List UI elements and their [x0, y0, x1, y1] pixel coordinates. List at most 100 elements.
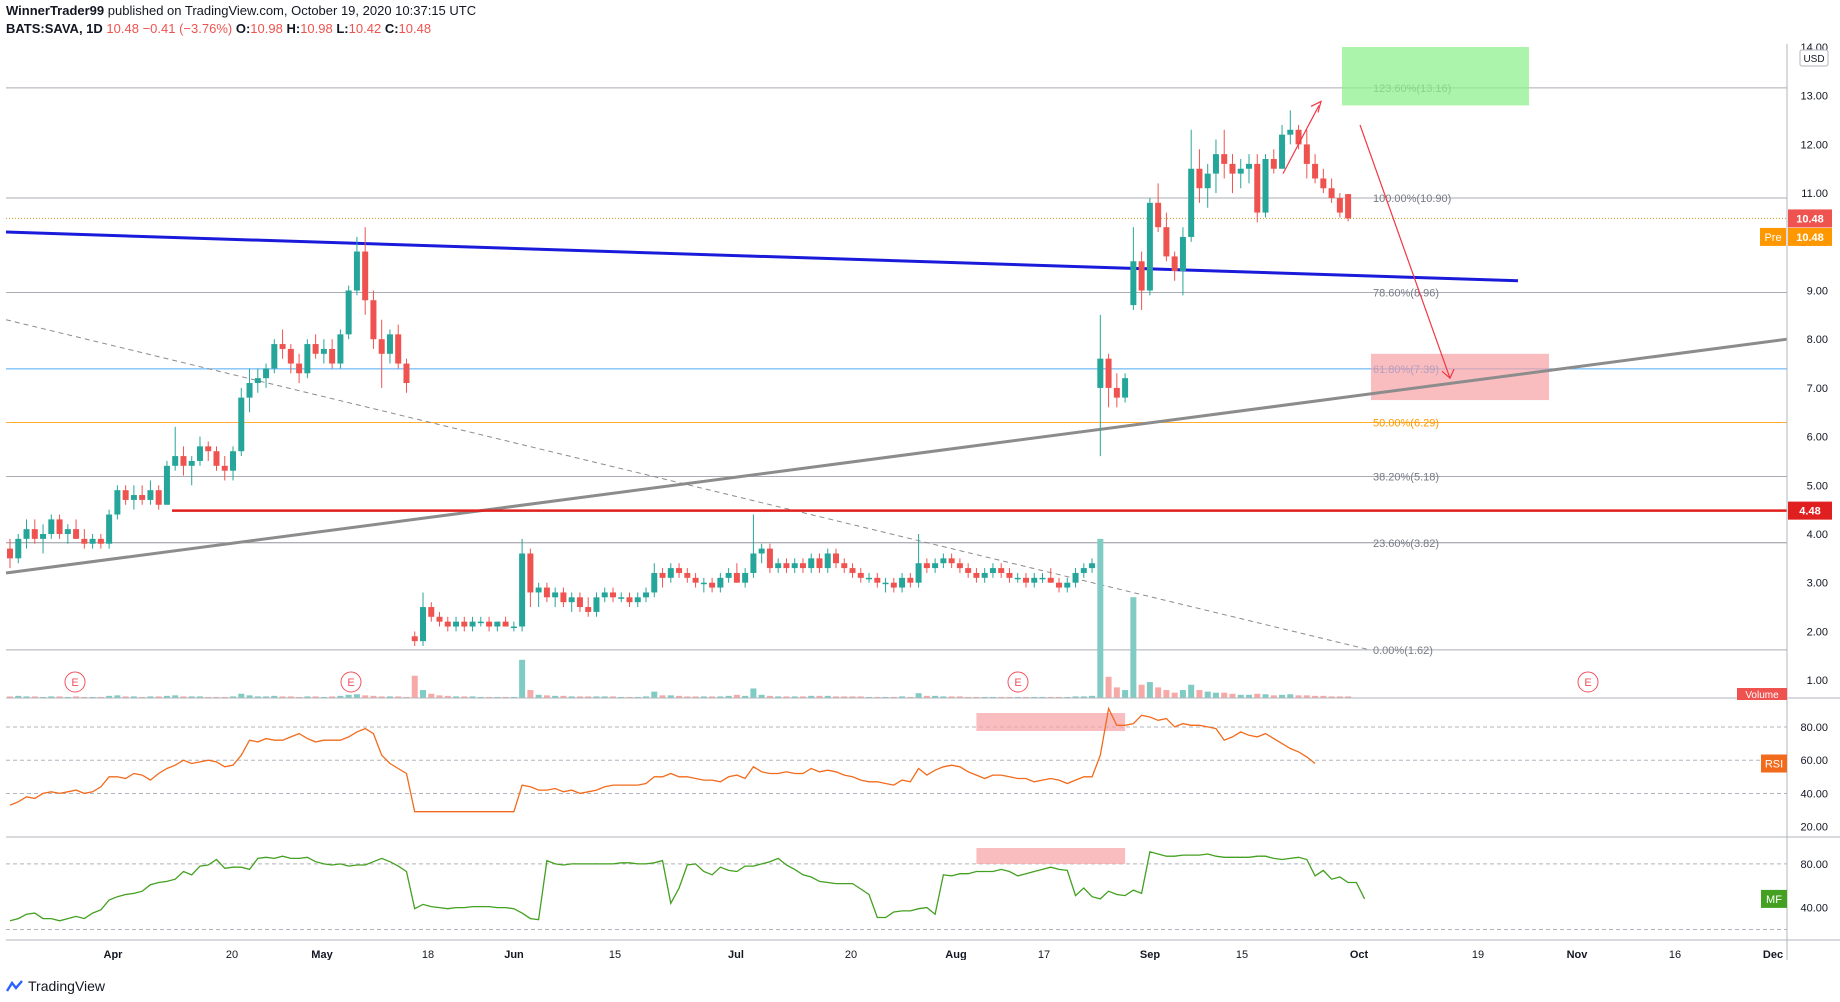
candle-body — [956, 563, 963, 569]
volume-bar — [791, 696, 798, 698]
time-tick-label: Aug — [945, 949, 966, 960]
volume-bar — [31, 696, 38, 698]
candle-body — [659, 572, 666, 578]
candle-body — [791, 563, 798, 569]
candle-body — [750, 553, 757, 573]
candle-body — [205, 446, 212, 452]
candle-body — [64, 529, 71, 534]
volume-bar — [106, 695, 113, 698]
time-tick-label: 20 — [845, 949, 857, 960]
time-tick-label: Sep — [1140, 949, 1160, 960]
volume-bar — [1303, 695, 1310, 698]
time-tick-label: 20 — [226, 949, 238, 960]
chart-background — [6, 44, 1787, 960]
time-tick-label: Jun — [504, 949, 524, 960]
candle-body — [329, 348, 336, 364]
volume-bar — [1122, 690, 1129, 698]
candle-body — [899, 577, 906, 588]
candle-body — [527, 553, 534, 593]
low-value: 10.42 — [348, 21, 382, 36]
candle-body — [593, 597, 600, 612]
volume-bar — [742, 695, 749, 698]
candle-body — [543, 587, 550, 598]
volume-bar — [122, 696, 129, 698]
fib-label: 38.20%(5.18) — [1373, 472, 1439, 484]
price-tick-label: 12.00 — [1800, 139, 1828, 151]
volume-bar — [956, 696, 963, 698]
candle-body — [676, 568, 683, 573]
price-chart[interactable]: 123.60%(13.16)100.00%(10.90)78.60%(8.96)… — [0, 0, 1840, 960]
candle-body — [973, 572, 980, 578]
candle-body — [634, 597, 641, 603]
volume-bar — [403, 696, 410, 698]
volume-bar — [1097, 538, 1104, 698]
volume-bar — [1270, 695, 1277, 698]
high-label: H: — [286, 21, 301, 36]
candle-body — [221, 465, 228, 471]
volume-tag-bg — [1737, 688, 1787, 700]
volume-bar — [907, 696, 914, 698]
volume-bar — [114, 695, 121, 698]
volume-bar — [1345, 696, 1352, 698]
volume-bar — [279, 696, 286, 698]
volume-bar — [783, 696, 790, 698]
candle-body — [370, 300, 377, 340]
candle-body — [849, 568, 856, 573]
volume-bar — [1072, 696, 1079, 698]
candle-body — [7, 548, 13, 559]
candle-body — [1163, 227, 1170, 257]
time-tick-label: 17 — [1038, 949, 1050, 960]
earnings-marker-label: E — [1584, 677, 1591, 689]
volume-bar — [543, 695, 550, 698]
open-label: O: — [235, 21, 251, 36]
volume-bar — [799, 696, 806, 698]
candle-body — [989, 568, 996, 573]
volume-bar — [890, 696, 897, 698]
price-tick-label: 5.00 — [1807, 480, 1828, 492]
tradingview-logo[interactable]: TradingView — [6, 978, 105, 994]
volume-bar — [89, 696, 96, 698]
candle-body — [799, 563, 806, 569]
volume-bar — [709, 696, 716, 698]
volume-bar — [948, 696, 955, 698]
candle-body — [601, 592, 608, 598]
candle-body — [196, 446, 203, 461]
candle-body — [213, 451, 220, 466]
candle-body — [345, 290, 352, 335]
candle-body — [172, 456, 179, 466]
candle-body — [618, 597, 625, 599]
price-tick-label: 8.00 — [1807, 334, 1828, 346]
candle-body — [1113, 387, 1120, 398]
candle-body — [254, 378, 261, 384]
volume-bar — [965, 696, 972, 698]
volume-bar — [230, 696, 237, 698]
volume-bar — [1047, 696, 1054, 698]
volume-bar — [1262, 694, 1269, 698]
volume-bar — [816, 695, 823, 698]
volume-bar — [717, 696, 724, 698]
pre-tag-label: Pre — [1764, 232, 1781, 244]
candle-body — [923, 563, 930, 569]
pre-price-badge: 10.48 — [1796, 232, 1824, 244]
candle-body — [23, 529, 30, 539]
price-tick-label: 6.00 — [1807, 432, 1828, 444]
candle-body — [139, 495, 146, 500]
volume-bar — [634, 696, 641, 698]
indicator-tick-label: 40.00 — [1800, 903, 1828, 915]
time-tick-label: 15 — [609, 949, 621, 960]
volume-bar — [651, 691, 658, 698]
volume-bar — [469, 696, 476, 698]
candle-body — [816, 558, 823, 569]
candle-body — [1179, 236, 1186, 272]
candle-body — [494, 621, 501, 627]
time-tick-label: 15 — [1236, 949, 1248, 960]
candle-body — [758, 548, 765, 554]
candle-body — [411, 636, 418, 642]
volume-bar — [667, 695, 674, 698]
volume-bar — [841, 696, 848, 698]
volume-bar — [576, 696, 583, 698]
volume-bar — [196, 696, 203, 698]
candle-body — [1097, 358, 1104, 388]
volume-bar — [510, 696, 517, 698]
indicator-tick-label: 20.00 — [1800, 822, 1828, 834]
